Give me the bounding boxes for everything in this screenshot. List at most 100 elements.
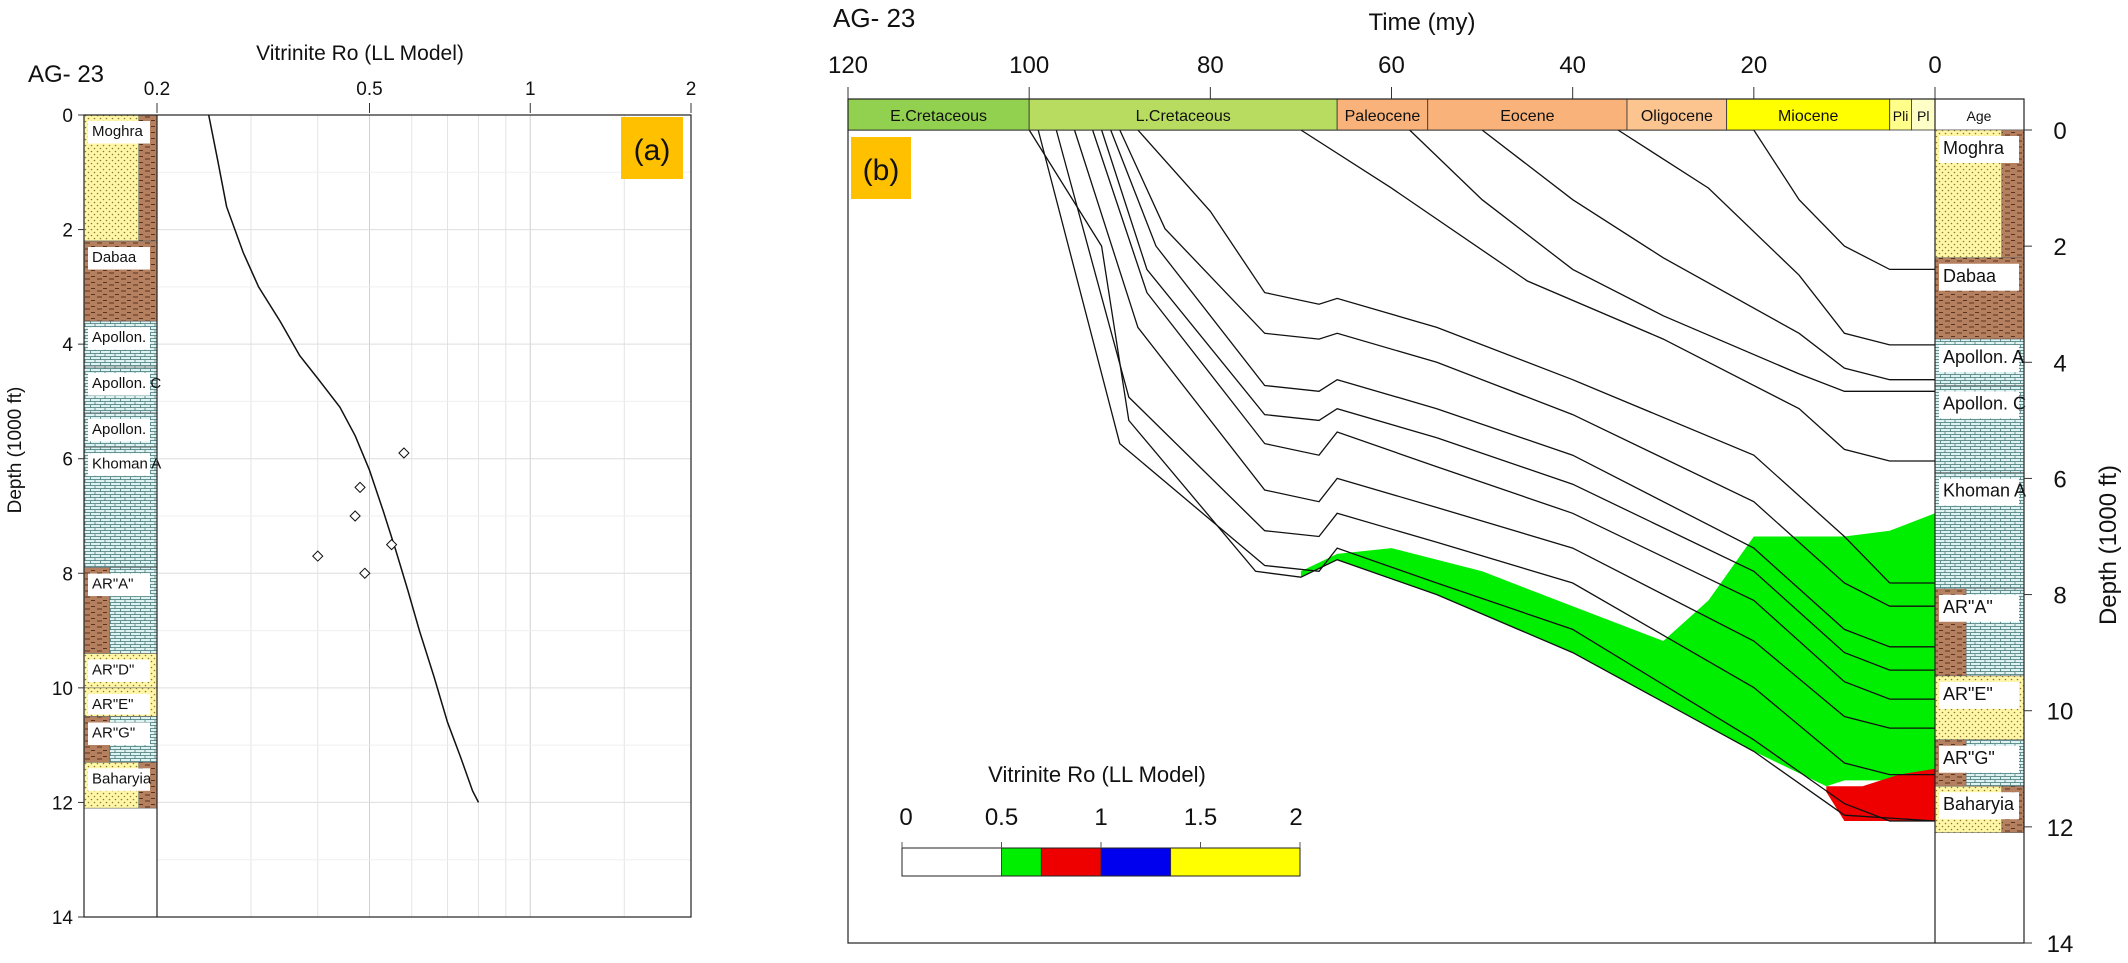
legend-tick-label: 2 [1289, 804, 1302, 831]
y-tick-label: 10 [2047, 699, 2074, 726]
y-tick-label: 12 [2047, 815, 2074, 842]
panel-b-label: (b) [863, 154, 900, 187]
age-label: Pl [1917, 108, 1929, 124]
legend-swatch [1100, 847, 1172, 877]
formation-label: Baharyia [92, 770, 152, 787]
y-tick-label: 14 [52, 908, 74, 929]
formation-label-box [88, 247, 150, 270]
formation-label-box [1939, 681, 2019, 709]
panel-b-y-axis-title: Depth (1000 ft) [2095, 465, 2122, 625]
panel-a-label: (a) [634, 134, 671, 167]
formation-label: Apollon. C [92, 375, 161, 392]
formation-label-box [88, 693, 150, 715]
measured-ro-point [349, 510, 361, 522]
formation-label-box [88, 659, 150, 682]
formation-label-box [1939, 345, 2019, 373]
age-label: L.Cretaceous [1136, 108, 1231, 125]
y-tick-label: 2 [62, 221, 73, 242]
x-tick-label: 120 [828, 52, 868, 79]
age-cell [1626, 98, 1728, 131]
panel-a-lithology-column: Moghra Dabaa Apollon. Apollon. C Apollon. Kho… [83, 114, 161, 809]
burial-history-line [1300, 129, 1935, 462]
panel-b-lithology-column: Moghra Dabaa Apollon. A Apollon. C Khoman A A… [1934, 129, 2026, 833]
x-tick-label: 0.5 [356, 79, 382, 100]
formation-label-box [1939, 745, 2019, 773]
maturity-zone [1300, 513, 1935, 787]
x-tick-label: 40 [1559, 52, 1586, 79]
legend-tick-label: 0.5 [985, 804, 1018, 831]
legend-swatch [1170, 847, 1301, 877]
age-label: E.Cretaceous [890, 108, 987, 125]
formation-label: Khoman A [1943, 481, 2026, 501]
measured-ro-point [398, 447, 410, 459]
legend-tick-label: 1 [1094, 804, 1107, 831]
formation-label-box [88, 418, 150, 442]
measured-ro-point [354, 481, 366, 494]
panel-a-grid [157, 115, 691, 917]
panel-a-y-ticks: 0 2 4 6 8 10 12 14 [52, 106, 84, 929]
formation-label: Apollon. [92, 421, 146, 438]
x-tick-label: 100 [1009, 52, 1049, 79]
burial-history-line [1617, 129, 1935, 346]
legend-swatch [901, 847, 1002, 877]
age-cell [847, 98, 1030, 131]
y-tick-label: 6 [2053, 466, 2066, 493]
formation-label: Dabaa [92, 249, 137, 266]
panel-b-plot-frame [847, 98, 2025, 944]
panel-a-x-axis-title: Vitrinite Ro (LL Model) [256, 42, 464, 65]
formation-label-box [1939, 136, 2019, 163]
panel-a-data [207, 114, 480, 803]
formation-label: Apollon. A [1943, 347, 2024, 367]
y-tick-label: 14 [2047, 931, 2074, 958]
panel-b-x-ticks: 120 100 80 60 40 20 0 [828, 52, 1942, 99]
formation-label-box [88, 327, 150, 350]
y-tick-label: 2 [2053, 234, 2066, 261]
burial-history-line [1119, 129, 1935, 607]
burial-history-line [1073, 129, 1935, 729]
panel-b-well-label: AG- 23 [833, 3, 915, 33]
panel-b: AG- 23 Time (my) Depth (1000 ft) E.Creta… [828, 3, 2122, 958]
burial-history-line [1028, 129, 1936, 822]
formation-label: Moghra [1943, 138, 2005, 158]
formation-label: AR"G" [1943, 748, 1995, 768]
y-tick-label: 0 [62, 106, 73, 127]
formation-label: Apollon. C [1943, 394, 2026, 414]
y-tick-label: 0 [2053, 118, 2066, 145]
age-label: Pli [1893, 108, 1909, 124]
formation-label: Khoman A [92, 455, 161, 472]
formation-label-box [88, 573, 150, 597]
x-tick-label: 60 [1378, 52, 1405, 79]
x-tick-label: 80 [1197, 52, 1224, 79]
formation-label-box [88, 373, 150, 396]
panel-b-y-ticks: 0 2 4 6 8 10 12 14 [2024, 118, 2073, 958]
measured-ro-point [385, 538, 398, 551]
formation-label: AR"A" [92, 576, 134, 593]
formation-label-box [88, 722, 150, 745]
formation-label-box [88, 453, 150, 476]
y-tick-label: 4 [62, 335, 73, 356]
formation-label-box [1939, 594, 2019, 622]
maturity-zone [1826, 768, 1935, 821]
formation-label: Dabaa [1943, 266, 1997, 286]
panel-b-age-bar: E.Cretaceous L.Cretaceous Paleocene Eocene O… [847, 98, 2025, 131]
legend-title: Vitrinite Ro (LL Model) [988, 762, 1206, 787]
x-tick-label: 0 [1928, 52, 1941, 79]
legend-tick-label: 1.5 [1184, 804, 1217, 831]
formation-label: AR"G" [92, 725, 135, 742]
panel-a-x-ticks: 0.2 0.5 1 2 [144, 79, 696, 113]
panel-a-well-label: AG- 23 [28, 61, 104, 88]
burial-history-line [1110, 129, 1935, 648]
legend-swatch [1001, 847, 1042, 877]
burial-history-line [1055, 129, 1935, 776]
panel-a-y-axis-title: Depth (1000 ft) [5, 387, 26, 514]
x-tick-label: 0.2 [144, 79, 170, 100]
panel-b-maturity-zones [1300, 513, 1935, 821]
panel-b-color-legend: Vitrinite Ro (LL Model) 0 0.5 1 1.5 2 [899, 762, 1303, 877]
formation-label: AR"E" [92, 696, 134, 713]
formation-label-box [88, 121, 150, 144]
formation-label-box [1939, 792, 2019, 820]
formation-label-box [1939, 263, 2019, 291]
panel-a: AG- 23 Vitrinite Ro (LL Model) Depth (10… [5, 42, 696, 929]
panel-b-label-badge [851, 137, 911, 199]
